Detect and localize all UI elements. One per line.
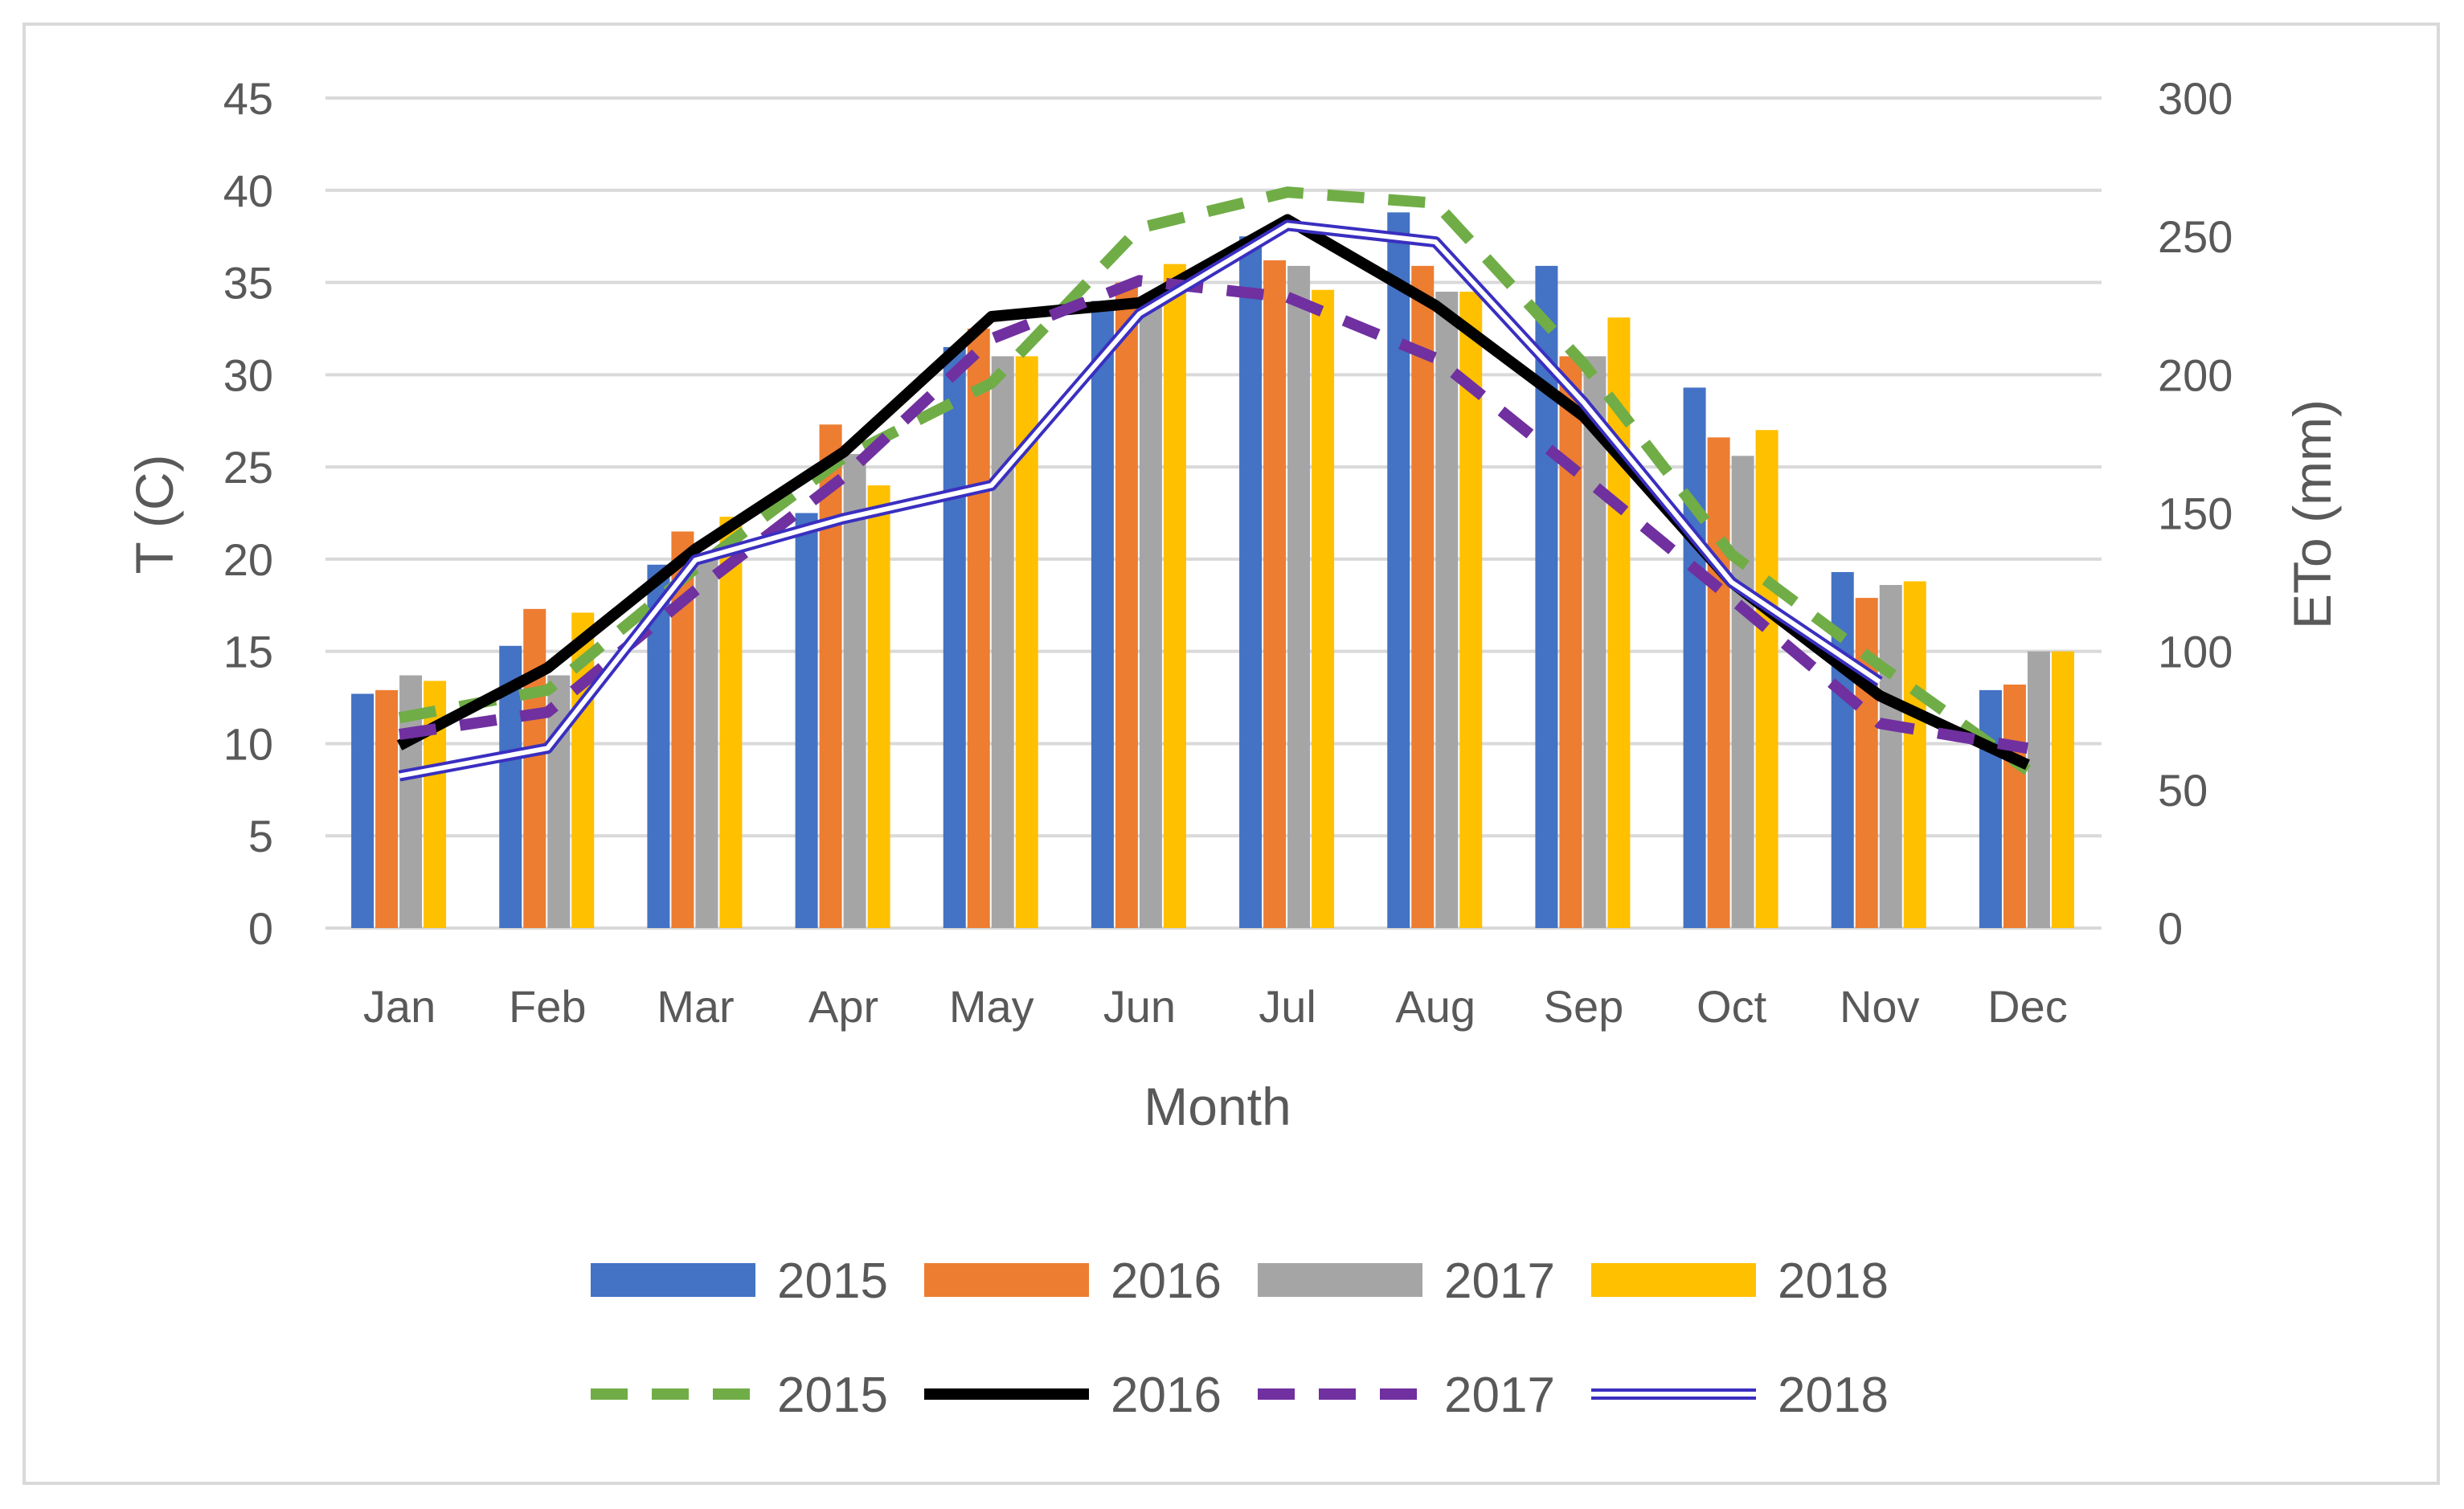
bar-2016-Dec xyxy=(2003,684,2026,928)
bar-2016-Sep xyxy=(1559,356,1582,928)
line-2017 xyxy=(399,275,2029,754)
legend-label: 2015 xyxy=(777,1253,888,1309)
y-tick-left: 25 xyxy=(223,442,273,493)
bars xyxy=(351,212,2074,929)
line-2018-inner xyxy=(399,223,1881,779)
legend-swatch-bar-2016 xyxy=(924,1263,1089,1297)
bar-2017-Sep xyxy=(1583,356,1607,928)
bar-2016-Nov xyxy=(1855,598,1878,928)
x-tick-label: Nov xyxy=(1840,981,1920,1032)
line-2015 xyxy=(398,186,2031,775)
bar-2016-Jun xyxy=(1115,282,1138,928)
y-tick-left: 0 xyxy=(248,903,273,954)
tick-labels: 0 5 10 15 20 25 30 35 40 45 0 50 100 150 200 250 300 Jan F… xyxy=(223,73,2233,1032)
bar-2018-Nov xyxy=(1903,581,1926,928)
x-tick-label: Sep xyxy=(1544,981,1624,1032)
legend-label: 2016 xyxy=(1111,1253,1222,1309)
y-tick-left: 20 xyxy=(223,534,273,585)
y-tick-right: 250 xyxy=(2158,211,2233,262)
y-tick-left: 45 xyxy=(223,73,273,124)
bar-2017-Jul xyxy=(1287,265,1311,928)
bar-2018-Mar xyxy=(719,517,743,928)
y-tick-right: 50 xyxy=(2158,765,2208,816)
x-tick-label: Oct xyxy=(1697,981,1767,1032)
bar-2016-Aug xyxy=(1411,265,1435,928)
x-tick-label: May xyxy=(949,981,1034,1032)
y-tick-right: 150 xyxy=(2158,489,2233,539)
bar-2015-Apr xyxy=(795,513,818,928)
legend-swatch-bar-2017 xyxy=(1258,1263,1422,1297)
bar-2018-Jun xyxy=(1163,264,1186,929)
gridlines xyxy=(325,96,2102,930)
x-tick-label: Mar xyxy=(657,981,734,1032)
x-tick-label: Dec xyxy=(1987,981,2068,1032)
legend-label: 2018 xyxy=(1778,1368,1889,1423)
bar-2015-May xyxy=(943,346,966,928)
legend-swatch-bar-2018 xyxy=(1591,1263,1756,1297)
x-axis-title: Month xyxy=(1144,1077,1291,1136)
y-tick-right: 200 xyxy=(2158,350,2233,400)
bar-2016-Jul xyxy=(1263,260,1287,928)
legend-label: 2017 xyxy=(1444,1253,1555,1309)
lines xyxy=(396,186,2031,782)
bar-2015-Aug xyxy=(1387,212,1410,928)
legend-swatch-bar-2015 xyxy=(591,1263,755,1297)
y-tick-right: 300 xyxy=(2158,73,2233,124)
y-tick-left: 10 xyxy=(223,718,273,769)
bar-2017-Oct xyxy=(1731,456,1754,928)
legend-label: 2015 xyxy=(777,1368,888,1423)
bar-2015-Jun xyxy=(1091,301,1114,928)
bar-2015-Jul xyxy=(1239,236,1263,929)
x-tick-label: Feb xyxy=(509,981,587,1032)
bar-2016-Apr xyxy=(819,424,842,928)
bar-2018-Jul xyxy=(1312,289,1335,928)
bar-2018-Oct xyxy=(1755,430,1778,928)
bar-2015-Jan xyxy=(351,693,375,928)
bar-2017-Jun xyxy=(1139,301,1162,928)
bar-2017-Apr xyxy=(843,454,866,928)
x-tick-label: Jul xyxy=(1259,981,1316,1032)
bar-2016-May xyxy=(967,328,990,928)
y-axis-title-right: ETo (mm) xyxy=(2282,399,2342,629)
legend-label: 2016 xyxy=(1111,1368,1222,1423)
bar-2017-Mar xyxy=(695,555,718,928)
bar-2017-Dec xyxy=(2027,651,2050,928)
bar-2017-Nov xyxy=(1879,585,1902,928)
bar-2016-Jan xyxy=(375,689,399,928)
line-2016 xyxy=(396,214,2030,771)
x-tick-label: Jan xyxy=(363,981,436,1032)
bar-2018-Dec xyxy=(2051,651,2074,928)
y-tick-left: 15 xyxy=(223,627,273,677)
x-tick-label: Apr xyxy=(808,981,878,1032)
y-tick-left: 30 xyxy=(223,350,273,400)
legend-label: 2018 xyxy=(1778,1253,1889,1309)
y-tick-left: 5 xyxy=(248,811,273,861)
y-tick-left: 40 xyxy=(223,166,273,216)
bar-2016-Oct xyxy=(1707,437,1730,928)
y-axis-title-left: T (C) xyxy=(125,454,184,574)
y-tick-right: 100 xyxy=(2158,627,2233,677)
y-tick-left: 35 xyxy=(223,258,273,309)
x-tick-label: Jun xyxy=(1103,981,1176,1032)
bar-2016-Feb xyxy=(523,608,546,928)
bar-2018-Apr xyxy=(867,485,890,928)
bar-2017-May xyxy=(991,356,1014,928)
bar-2015-Oct xyxy=(1683,387,1706,928)
legend-label: 2017 xyxy=(1444,1368,1555,1423)
y-tick-right: 0 xyxy=(2158,903,2183,954)
bar-2017-Aug xyxy=(1435,292,1459,928)
bar-2015-Dec xyxy=(1979,689,2002,928)
legend: 2015 2016 2017 2018 2015 2016 2017 2018 xyxy=(591,1253,1889,1423)
x-tick-label: Aug xyxy=(1395,981,1476,1032)
